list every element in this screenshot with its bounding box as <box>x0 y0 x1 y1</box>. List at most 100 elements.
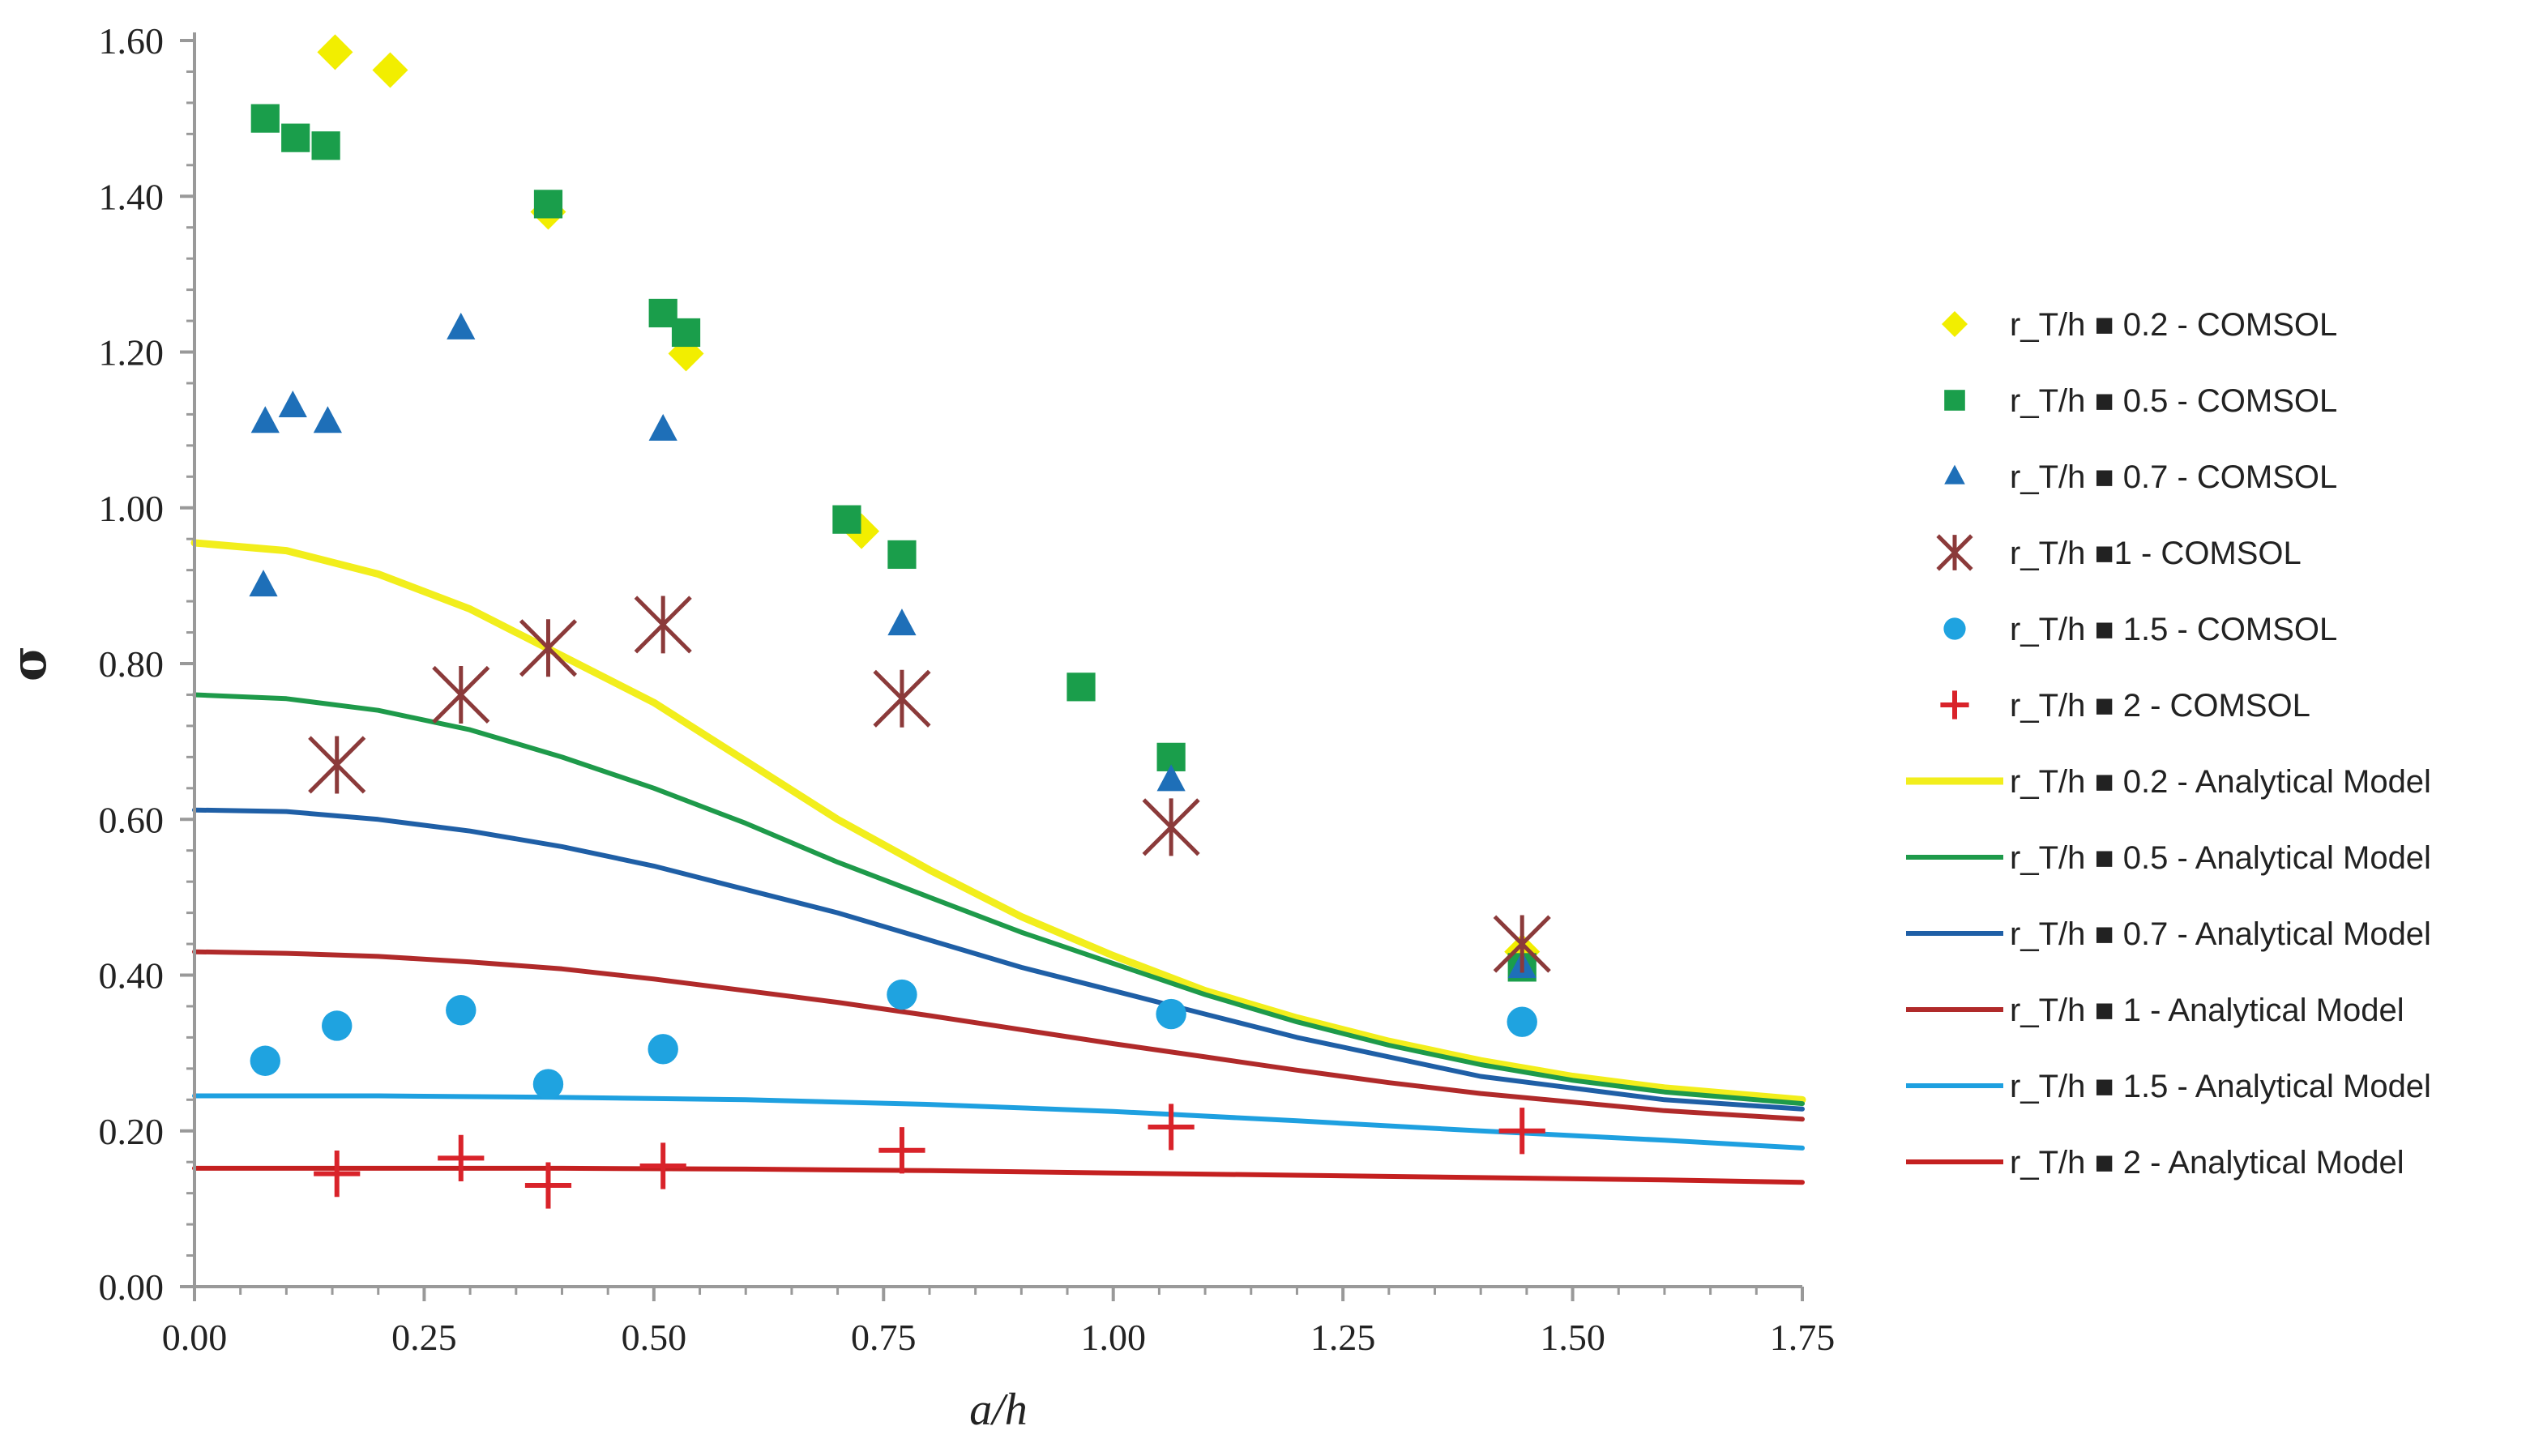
y-tick-label: 1.60 <box>99 20 165 62</box>
legend-item: r_T/h ■ 1.5 - Analytical Model <box>1906 1069 2431 1104</box>
legend-item: r_T/h ■ 1 - Analytical Model <box>1906 993 2404 1028</box>
x-tick-label: 0.50 <box>622 1317 687 1358</box>
x-tick-label: 1.50 <box>1540 1317 1605 1358</box>
legend-item: r_T/h ■ 0.7 - Analytical Model <box>1906 916 2431 952</box>
data-point <box>524 1162 572 1209</box>
data-point <box>432 665 490 724</box>
y-tick-label: 1.40 <box>99 176 165 217</box>
legend-label: r_T/h ■ 0.5 - Analytical Model <box>2010 840 2431 876</box>
series-line-group <box>192 1165 1805 1185</box>
data-point <box>322 1010 353 1041</box>
axes-layer: 0.00 0.25 0.50 0.75 1.00 1.25 1.50 1.75 0.00 0.2… <box>99 20 1836 1358</box>
data-point <box>1498 1108 1545 1155</box>
data-point <box>887 540 917 570</box>
series-line-group <box>192 949 1805 1122</box>
data-point <box>832 505 861 534</box>
x-ticks: 0.00 0.25 0.50 0.75 1.00 1.25 1.50 1.75 <box>162 1287 1836 1358</box>
series-line-group <box>192 807 1805 1112</box>
data-point <box>1142 798 1200 856</box>
legend-item: r_T/h ■ 2 - Analytical Model <box>1906 1145 2404 1181</box>
legend-label: r_T/h ■ 1.5 - COMSOL <box>2010 612 2337 647</box>
data-point <box>519 619 578 677</box>
series-line-group <box>192 1093 1805 1151</box>
data-point <box>671 318 701 348</box>
data-point <box>446 995 477 1026</box>
data-point <box>308 736 366 794</box>
legend-item: r_T/h ■ 0.7 - COMSOL <box>1944 459 2337 495</box>
data-point <box>311 131 340 160</box>
data-point <box>887 979 917 1010</box>
data-point <box>314 1151 361 1198</box>
series-line <box>192 807 1805 1112</box>
data-point <box>1944 390 1965 411</box>
y-tick-label: 0.80 <box>99 643 165 685</box>
plot-area <box>190 34 1806 1209</box>
legend-label: r_T/h ■ 2 - COMSOL <box>2010 688 2310 724</box>
data-point <box>250 406 280 433</box>
data-point <box>278 390 307 417</box>
data-point <box>648 1034 678 1065</box>
series-points-group <box>317 34 1541 970</box>
data-point <box>878 1127 925 1174</box>
data-point <box>1156 764 1186 792</box>
legend-item: r_T/h ■ 0.2 - COMSOL <box>1942 307 2337 343</box>
legend-label: r_T/h ■ 0.7 - Analytical Model <box>2010 916 2431 952</box>
data-point <box>873 669 931 728</box>
series-points-group <box>308 596 1551 973</box>
data-point <box>1148 1104 1195 1151</box>
data-point <box>648 413 677 441</box>
data-point <box>1943 617 1966 640</box>
x-tick-label: 0.25 <box>391 1317 457 1358</box>
data-point <box>1066 672 1096 702</box>
legend-item: r_T/h ■ 0.5 - COMSOL <box>1944 383 2337 419</box>
x-tick-label: 1.00 <box>1080 1317 1146 1358</box>
x-tick-label: 0.00 <box>162 1317 228 1358</box>
data-point <box>438 1134 485 1181</box>
data-point <box>639 1142 686 1189</box>
y-tick-label: 1.00 <box>99 488 165 529</box>
data-point <box>1936 534 1973 571</box>
data-point <box>887 608 917 636</box>
series-line <box>192 949 1805 1122</box>
x-tick-label: 0.75 <box>851 1317 917 1358</box>
legend-label: r_T/h ■1 - COMSOL <box>2010 536 2302 571</box>
x-tick-label: 1.25 <box>1310 1317 1376 1358</box>
y-tick-label: 1.20 <box>99 332 165 374</box>
data-point <box>372 52 408 88</box>
data-point <box>1493 915 1551 973</box>
legend-label: r_T/h ■ 2 - Analytical Model <box>2010 1145 2404 1181</box>
data-point <box>1507 1006 1537 1037</box>
x-tick-label: 1.75 <box>1770 1317 1836 1358</box>
series-line-group <box>192 692 1805 1107</box>
y-ticks: 0.00 0.20 0.40 0.60 0.80 1.00 1.20 1.40 1.60 <box>99 20 194 1308</box>
legend-label: r_T/h ■ 0.2 - Analytical Model <box>2010 764 2431 800</box>
data-point <box>317 34 353 70</box>
legend-label: r_T/h ■ 1.5 - Analytical Model <box>2010 1069 2431 1104</box>
legend-label: r_T/h ■ 1 - Analytical Model <box>2010 993 2404 1028</box>
data-point <box>250 104 280 133</box>
legend-item: r_T/h ■ 1.5 - COMSOL <box>1943 612 2337 647</box>
series-line <box>190 539 1806 1104</box>
data-point <box>1940 690 1969 719</box>
series-line <box>192 1165 1805 1185</box>
legend-item: r_T/h ■1 - COMSOL <box>1936 534 2302 571</box>
y-tick-label: 0.00 <box>99 1266 165 1308</box>
data-point <box>634 596 692 654</box>
series-points-group <box>250 979 1537 1099</box>
data-point <box>1942 311 1968 337</box>
y-axis-title: σ <box>1 646 58 681</box>
series-points-group <box>249 312 1537 979</box>
series-line <box>192 692 1805 1107</box>
data-point <box>1156 998 1186 1030</box>
legend-label: r_T/h ■ 0.5 - COMSOL <box>2010 383 2337 419</box>
data-point <box>249 570 278 597</box>
series-line-group <box>190 539 1806 1104</box>
y-tick-label: 0.60 <box>99 799 165 840</box>
x-axis-title: a/h <box>969 1385 1028 1435</box>
legend-label: r_T/h ■ 0.7 - COMSOL <box>2010 459 2337 495</box>
y-tick-label: 0.20 <box>99 1111 165 1152</box>
data-point <box>250 1045 280 1076</box>
series-layer <box>190 34 1806 1209</box>
